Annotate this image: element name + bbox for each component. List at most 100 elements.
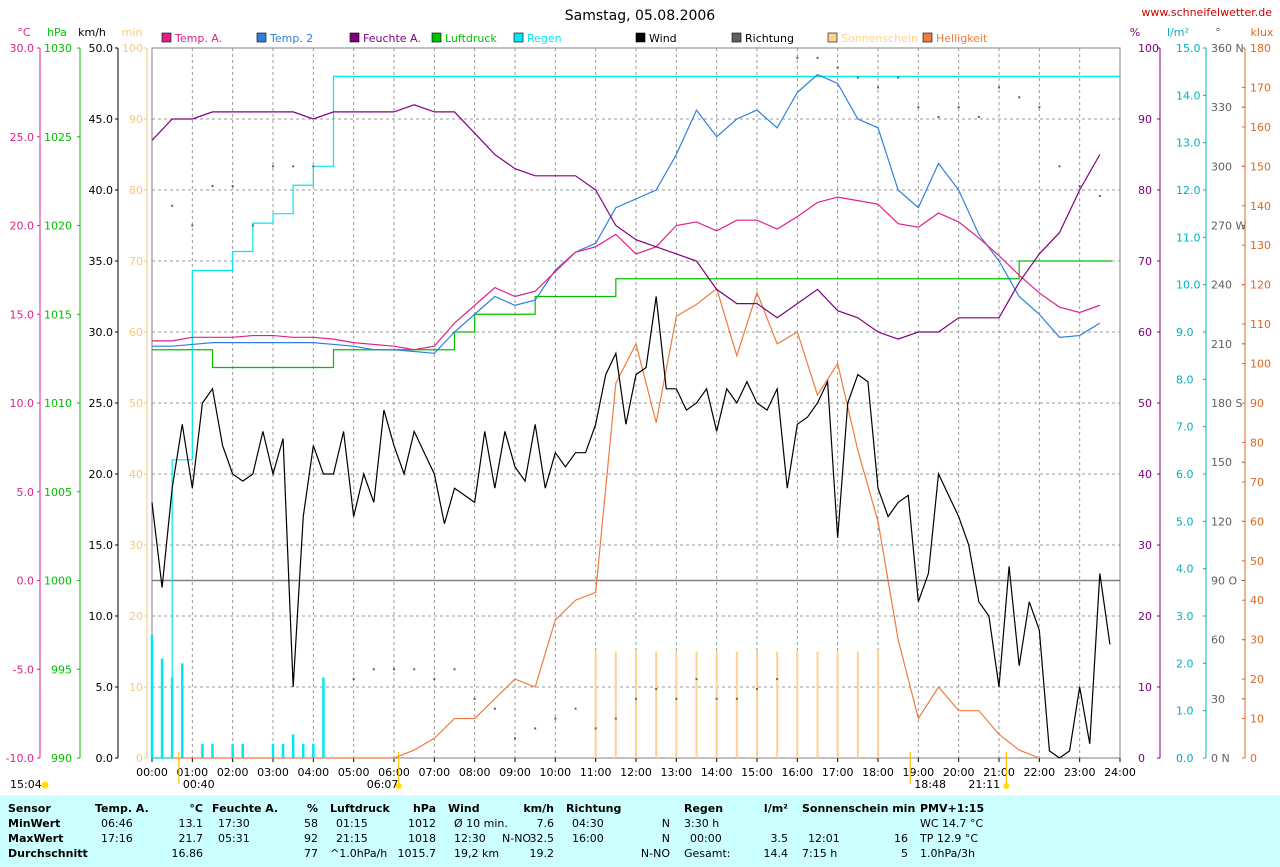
axis-tick-pressure: 990 [51, 752, 72, 765]
axis-tick-lux: 140 [1250, 200, 1271, 213]
x-tick-label: 01:00 [176, 766, 208, 779]
axis-tick-wind: 50.0 [89, 42, 114, 55]
legend-label-sonnenschein: Sonnenschein [841, 32, 918, 45]
stats-wind-block: Wind km/h Ø 10 min. 7.6 12:30 N-NO 32.5 … [448, 795, 554, 867]
stats-time: 21:15 [336, 832, 368, 845]
stats-time: 16:00 [572, 832, 604, 845]
stats-value: 1.0hPa/3h [920, 847, 976, 860]
x-tick-label: 13:00 [660, 766, 692, 779]
legend-swatch-temp_2 [256, 32, 267, 43]
stats-feuchte-block: Feuchte A. % 17:30 58 05:31 92 77 [212, 795, 318, 867]
legend-swatch-regen [513, 32, 524, 43]
stats-value: 7.6 [536, 817, 555, 830]
axis-tick-rain: 7.0 [1176, 421, 1194, 434]
series-line-wind [151, 296, 1111, 759]
direction-point [372, 668, 375, 671]
x-tick-label: 18:00 [862, 766, 894, 779]
stats-regen-block: Regen l/m² 3:30 h 00:00 3.5 Gesamt: 14.4 [684, 795, 788, 867]
stats-unit: l/m² [763, 802, 788, 815]
direction-point [998, 86, 1000, 89]
stats-value: 58 [304, 817, 318, 830]
legend-swatch-temp_a [161, 32, 172, 43]
chart-plot-area [150, 56, 1120, 759]
stats-value: 1018 [408, 832, 436, 845]
stats-value: 3.5 [770, 832, 789, 845]
x-tick-label: 16:00 [781, 766, 813, 779]
axis-tick-sun_min: 100 [122, 42, 143, 55]
stats-time: 04:30 [572, 817, 604, 830]
axis-tick-temp: 15.0 [10, 308, 35, 321]
x-tick-label: 04:00 [297, 766, 329, 779]
legend-label-temp_2: Temp. 2 [269, 32, 313, 45]
stats-value: TP 12.9 °C [920, 832, 979, 845]
stats-time: 01:15 [336, 817, 368, 830]
direction-point [937, 116, 940, 119]
axis-tick-humidity: 40 [1138, 468, 1152, 481]
chart-axes: 30.025.020.015.010.05.00.0-5.0-10.0°C103… [6, 26, 1274, 779]
direction-point [473, 697, 476, 700]
axis-tick-pressure: 1025 [44, 131, 72, 144]
sun-icon [41, 781, 49, 789]
axis-tick-direction: 210 [1211, 338, 1232, 351]
stats-value: 16.86 [171, 847, 204, 860]
legend-label-feuchte: Feuchte A. [363, 32, 421, 45]
direction-point [877, 86, 879, 89]
direction-point [897, 76, 900, 79]
stats-unit: km/h [523, 802, 554, 815]
axis-tick-humidity: 70 [1138, 255, 1152, 268]
axis-tick-sun_min: 10 [129, 681, 143, 694]
axis-unit-pressure: hPa [47, 26, 67, 39]
direction-point [816, 56, 819, 59]
axis-tick-sun_min: 50 [129, 397, 143, 410]
axis-tick-pressure: 1015 [44, 308, 72, 321]
stats-header: Temp. A. [95, 802, 149, 815]
direction-point [856, 76, 859, 79]
axis-tick-humidity: 80 [1138, 184, 1152, 197]
stats-direction: N-NO [502, 832, 532, 845]
direction-point [1058, 165, 1061, 168]
x-tick-label: 14:00 [701, 766, 733, 779]
axis-tick-direction: 180 S [1211, 397, 1242, 410]
legend-swatch-sonnenschein [827, 32, 838, 43]
axis-tick-lux: 170 [1250, 81, 1271, 94]
legend-swatch-richtung [731, 32, 742, 43]
stats-time: 12:30 [454, 832, 486, 845]
stats-temp-block: Temp. A. °C 06:46 13.1 17:16 21.7 16.86 [95, 795, 203, 867]
direction-point [917, 106, 920, 109]
stats-header: Sensor [8, 802, 51, 815]
axis-tick-pressure: 995 [51, 663, 72, 676]
direction-point [231, 185, 234, 188]
stats-value: 13.1 [178, 817, 204, 830]
axis-tick-sun_min: 90 [129, 113, 143, 126]
x-tick-label: 11:00 [580, 766, 612, 779]
stats-sonne-block: Sonnenschein min 12:01 16 7:15 h 5 [802, 795, 915, 867]
axis-tick-pressure: 1030 [44, 42, 72, 55]
axis-tick-pressure: 1000 [44, 575, 72, 588]
stats-header: Regen [684, 802, 724, 815]
direction-point [211, 185, 214, 188]
direction-point [614, 717, 617, 720]
stats-header: Feuchte A. [212, 802, 279, 815]
axis-tick-lux: 60 [1250, 515, 1264, 528]
axis-tick-sun_min: 40 [129, 468, 143, 481]
stats-value: 77 [304, 847, 318, 860]
stats-value: 32.5 [529, 832, 555, 845]
direction-point [836, 66, 839, 69]
axis-tick-rain: 11.0 [1176, 231, 1201, 244]
direction-point [292, 165, 295, 168]
legend-label-richtung: Richtung [745, 32, 794, 45]
stats-time: 12:01 [808, 832, 840, 845]
legend-swatch-feuchte [349, 32, 360, 43]
site-link[interactable]: www.schneifelwetter.de [1141, 6, 1272, 19]
stats-value: N [661, 817, 670, 830]
axis-tick-rain: 2.0 [1176, 657, 1194, 670]
stats-sensor-block: Sensor MinWert MaxWert Durchschnitt [8, 795, 88, 867]
axis-tick-humidity: 0 [1138, 752, 1145, 765]
stats-value: N-NO [640, 847, 670, 860]
axis-tick-temp: 30.0 [10, 42, 35, 55]
stats-time: 7:15 h [802, 847, 838, 860]
direction-point [594, 727, 597, 730]
axis-tick-sun_min: 80 [129, 184, 143, 197]
axis-tick-pressure: 1005 [44, 486, 72, 499]
axis-tick-wind: 25.0 [89, 397, 114, 410]
